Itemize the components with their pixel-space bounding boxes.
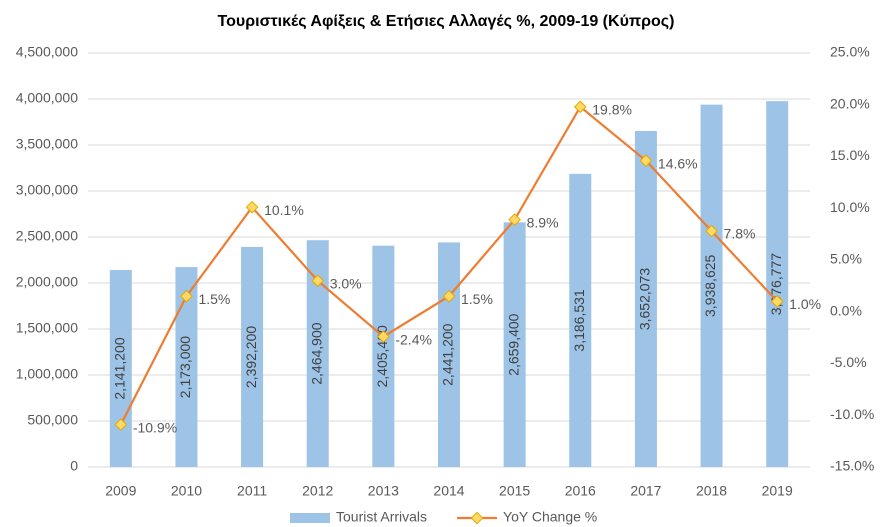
marker: [311, 274, 325, 288]
y2-tick-label: -5.0%: [830, 354, 867, 370]
line-label: 8.9%: [527, 214, 559, 230]
bar-label: 3,652,073: [637, 268, 653, 330]
x-tick-label: 2015: [499, 483, 530, 499]
x-tick-label: 2016: [565, 483, 596, 499]
y2-tick-label: -10.0%: [830, 406, 874, 422]
bar-label: 2,464,900: [308, 322, 324, 384]
marker: [442, 289, 456, 303]
line-label: -2.4%: [395, 331, 432, 347]
y-tick-label: 4,000,000: [16, 90, 78, 106]
marker: [705, 224, 718, 238]
marker: [114, 418, 128, 431]
y2-tick-label: 10.0%: [830, 199, 870, 215]
chart-title: Τουριστικές Αφίξεις & Ετήσιες Αλλαγές %,…: [218, 13, 675, 30]
y2-tick-label: 0.0%: [830, 302, 862, 318]
bar: [372, 245, 395, 467]
y2-tick-label: -15.0%: [830, 458, 874, 474]
y2-tick-label: 25.0%: [830, 44, 870, 60]
bar: [109, 270, 132, 467]
y-tick-label: 500,000: [27, 412, 78, 428]
marker: [245, 200, 259, 214]
line-label: 10.1%: [264, 202, 304, 218]
bar-label: 2,173,000: [177, 336, 193, 398]
marker: [639, 154, 653, 168]
x-tick-label: 2011: [237, 483, 267, 499]
marker: [770, 295, 784, 308]
y-tick-label: 1,000,000: [16, 366, 78, 382]
x-tick-label: 2012: [302, 483, 333, 499]
y-tick-label: 2,500,000: [16, 228, 78, 244]
marker: [376, 330, 390, 343]
legend: Tourist Arrivals YoY Change %: [290, 509, 597, 525]
bar-label: 3,186,531: [571, 289, 587, 351]
bar-label: 2,392,200: [243, 326, 259, 388]
x-tick-label: 2014: [433, 483, 464, 499]
legend-label: YoY Change %: [503, 509, 597, 525]
bar: [175, 267, 198, 467]
bar-label: 2,659,400: [505, 313, 521, 375]
bar: [306, 240, 329, 467]
y-tick-label: 3,500,000: [16, 136, 78, 152]
legend-swatch: [290, 513, 330, 523]
y2-tick-label: 5.0%: [830, 251, 862, 267]
line-label: 1.0%: [789, 296, 821, 312]
x-tick-label: 2010: [171, 483, 202, 499]
bar: [569, 173, 592, 467]
line-label: 19.8%: [592, 102, 632, 118]
legend-label: Tourist Arrivals: [336, 509, 427, 525]
y2-tick-label: 15.0%: [830, 147, 870, 163]
x-tick-label: 2018: [696, 483, 727, 499]
marker: [180, 289, 193, 303]
bar: [700, 104, 723, 468]
line-label: 7.8%: [724, 226, 756, 242]
x-tick-label: 2013: [368, 483, 399, 499]
bar-label: 3,938,625: [702, 254, 718, 316]
line-label: 1.5%: [461, 291, 493, 307]
bar: [634, 131, 657, 467]
marker: [573, 100, 587, 114]
bar-label: 2,141,200: [112, 337, 128, 399]
x-tick-label: 2017: [630, 483, 661, 499]
y-tick-label: 3,000,000: [16, 182, 78, 198]
y-tick-label: 0: [70, 458, 78, 474]
marker: [508, 213, 522, 226]
line-label: 1.5%: [198, 291, 230, 307]
line-label: -10.9%: [133, 419, 177, 435]
legend-marker: [470, 511, 484, 525]
y-tick-label: 2,000,000: [16, 274, 78, 290]
line-label: 14.6%: [658, 155, 698, 171]
bar: [241, 246, 264, 467]
bar: [766, 101, 789, 468]
y2-tick-label: 20.0%: [830, 95, 870, 111]
bar: [503, 222, 526, 467]
x-tick-label: 2009: [105, 483, 136, 499]
line-label: 3.0%: [330, 275, 362, 291]
y-tick-label: 1,500,000: [16, 320, 78, 336]
bar-label: 2,441,200: [440, 323, 456, 385]
bar-label: 2,405,400: [374, 325, 390, 387]
y-tick-label: 4,500,000: [16, 44, 78, 60]
x-tick-label: 2019: [762, 483, 793, 499]
